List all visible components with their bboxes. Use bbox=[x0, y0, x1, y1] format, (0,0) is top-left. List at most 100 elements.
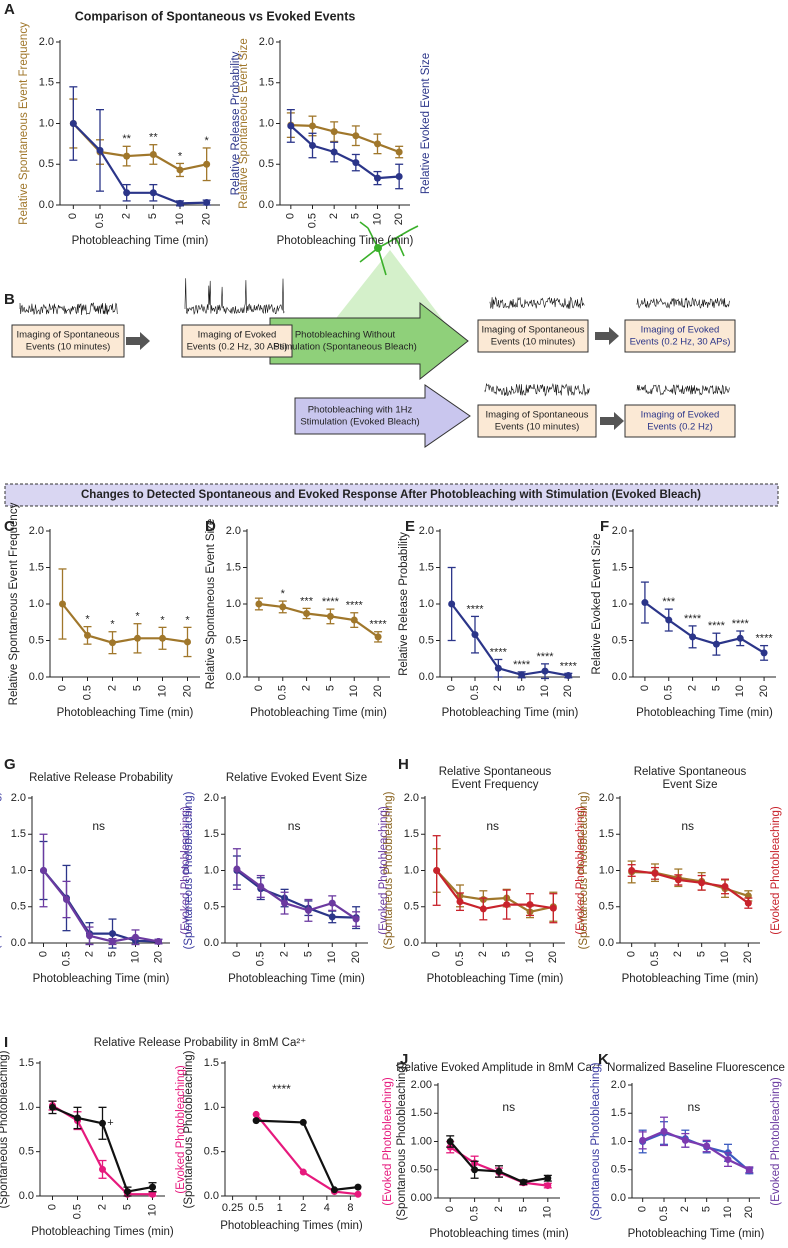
arrow-text: Photobleaching Without bbox=[295, 330, 396, 341]
y-axis-label: (Spontaneous Photobleaching) bbox=[578, 791, 590, 949]
y-axis-label: (Spontaneous Photobleaching) bbox=[183, 791, 195, 949]
x-tick-label: 2 bbox=[83, 951, 95, 957]
y-axis-label: Relative Release Probability bbox=[398, 532, 410, 676]
annotation: ns bbox=[681, 819, 694, 833]
data-point bbox=[724, 1156, 732, 1164]
y2-axis-label: (Evoked Photobleaching) bbox=[770, 1077, 782, 1206]
data-point bbox=[374, 633, 382, 641]
x-tick-label: 8 bbox=[347, 1202, 353, 1214]
x-tick-label: 20 bbox=[742, 951, 754, 963]
x-tick-label: 0 bbox=[444, 1206, 456, 1212]
y-tick-label: 2.0 bbox=[39, 36, 54, 48]
trace bbox=[184, 278, 285, 315]
data-point bbox=[123, 189, 131, 197]
y-tick-label: 0.5 bbox=[29, 634, 44, 646]
annotation: **** bbox=[272, 1082, 291, 1096]
data-point bbox=[255, 600, 263, 608]
chart-title: Comparison of Spontaneous vs Evoked Even… bbox=[75, 9, 356, 23]
data-point bbox=[503, 901, 511, 909]
x-tick-label: 0 bbox=[431, 951, 443, 957]
data-point bbox=[374, 140, 381, 148]
data-point bbox=[99, 1165, 106, 1173]
y-tick-label: 0.5 bbox=[611, 1164, 626, 1176]
y-tick-label: 2.0 bbox=[612, 525, 627, 537]
annotation: ns bbox=[688, 1100, 701, 1114]
data-point bbox=[149, 150, 157, 158]
step-box bbox=[624, 404, 736, 438]
x-axis-label: Photobleaching Time (min) bbox=[636, 707, 773, 719]
x-axis-label: Photobleaching Time (min) bbox=[250, 707, 387, 719]
step-box bbox=[477, 319, 589, 353]
x-tick-label: 0.5 bbox=[663, 685, 675, 700]
y-tick-label: 0.5 bbox=[599, 901, 614, 913]
significance: **** bbox=[346, 600, 364, 612]
x-tick-label: 10 bbox=[371, 213, 383, 225]
panel-label: A bbox=[4, 1, 15, 18]
step-text: Imaging of Evoked bbox=[198, 330, 277, 341]
data-point bbox=[745, 1166, 753, 1174]
x-tick-label: 20 bbox=[350, 951, 362, 963]
data-point bbox=[279, 603, 287, 611]
data-point bbox=[84, 631, 91, 639]
y-tick-label: 1.50 bbox=[411, 1107, 432, 1119]
x-tick-label: 20 bbox=[743, 1206, 755, 1218]
x-tick-label: 2 bbox=[493, 1206, 505, 1212]
chart-title: Event Size bbox=[663, 779, 718, 791]
y-tick-label: 1.0 bbox=[226, 598, 241, 610]
significance: **** bbox=[560, 660, 578, 672]
x-tick-label: 2 bbox=[300, 685, 312, 691]
data-point bbox=[109, 938, 116, 946]
x-tick-label: 0.5 bbox=[469, 1206, 481, 1221]
data-point bbox=[471, 631, 479, 639]
y-tick-label: 1.0 bbox=[259, 117, 274, 129]
series-line bbox=[42, 869, 159, 943]
y-tick-label: 0.0 bbox=[29, 671, 44, 683]
series-line bbox=[255, 1113, 359, 1196]
step-box bbox=[11, 324, 125, 358]
data-point bbox=[330, 128, 338, 136]
series-line bbox=[72, 122, 207, 205]
y-tick-label: 1.5 bbox=[226, 561, 241, 573]
significance: + bbox=[107, 1117, 113, 1129]
x-tick-label: 5 bbox=[350, 213, 362, 219]
x-tick-label: 0 bbox=[253, 685, 265, 691]
data-point bbox=[665, 616, 673, 624]
y-tick-label: 2.0 bbox=[259, 36, 274, 48]
x-tick-label: 10 bbox=[524, 951, 536, 963]
series-line bbox=[42, 869, 159, 943]
step-box bbox=[181, 324, 293, 358]
y-tick-label: 0.00 bbox=[411, 1192, 432, 1204]
y-tick-label: 1.5 bbox=[259, 77, 274, 89]
step-text: Imaging of Evoked bbox=[641, 325, 720, 336]
data-point bbox=[352, 159, 360, 167]
significance: ** bbox=[122, 133, 131, 145]
data-point bbox=[49, 1103, 56, 1111]
y-tick-label: 1.00 bbox=[411, 1135, 432, 1147]
y-tick-label: 0.5 bbox=[226, 634, 241, 646]
data-point bbox=[518, 671, 526, 679]
chart-title: Relative Spontaneous bbox=[634, 766, 747, 778]
y-tick-label: 2.0 bbox=[599, 792, 614, 804]
data-point bbox=[760, 649, 768, 657]
x-tick-label: 20 bbox=[758, 685, 770, 697]
step-box bbox=[477, 404, 597, 438]
x-tick-label: 10 bbox=[539, 685, 551, 697]
y-tick-label: 2.00 bbox=[411, 1079, 432, 1091]
chart-title: Normalized Baseline Fluorescence bbox=[607, 1062, 785, 1074]
annotation: ns bbox=[288, 819, 301, 833]
significance: * bbox=[110, 619, 115, 631]
x-tick-label: 2 bbox=[492, 685, 504, 691]
data-point bbox=[155, 938, 162, 946]
y2-axis-label: (Evoked Photobleaching) bbox=[180, 806, 192, 935]
arrow-text: Stimulation (Evoked Bleach) bbox=[300, 417, 419, 428]
banner: Changes to Detected Spontaneous and Evok… bbox=[81, 489, 701, 501]
y-tick-label: 1.0 bbox=[39, 117, 54, 129]
data-point bbox=[352, 132, 360, 140]
y-tick-label: 0.0 bbox=[204, 1190, 219, 1202]
y-tick-label: 1.5 bbox=[204, 1057, 219, 1069]
y-tick-label: 1.0 bbox=[419, 598, 434, 610]
series-line bbox=[644, 601, 765, 654]
data-point bbox=[287, 122, 295, 130]
y-tick-label: 1.0 bbox=[612, 598, 627, 610]
y-axis-label: (Spontaneous Photobleaching) bbox=[0, 791, 2, 949]
